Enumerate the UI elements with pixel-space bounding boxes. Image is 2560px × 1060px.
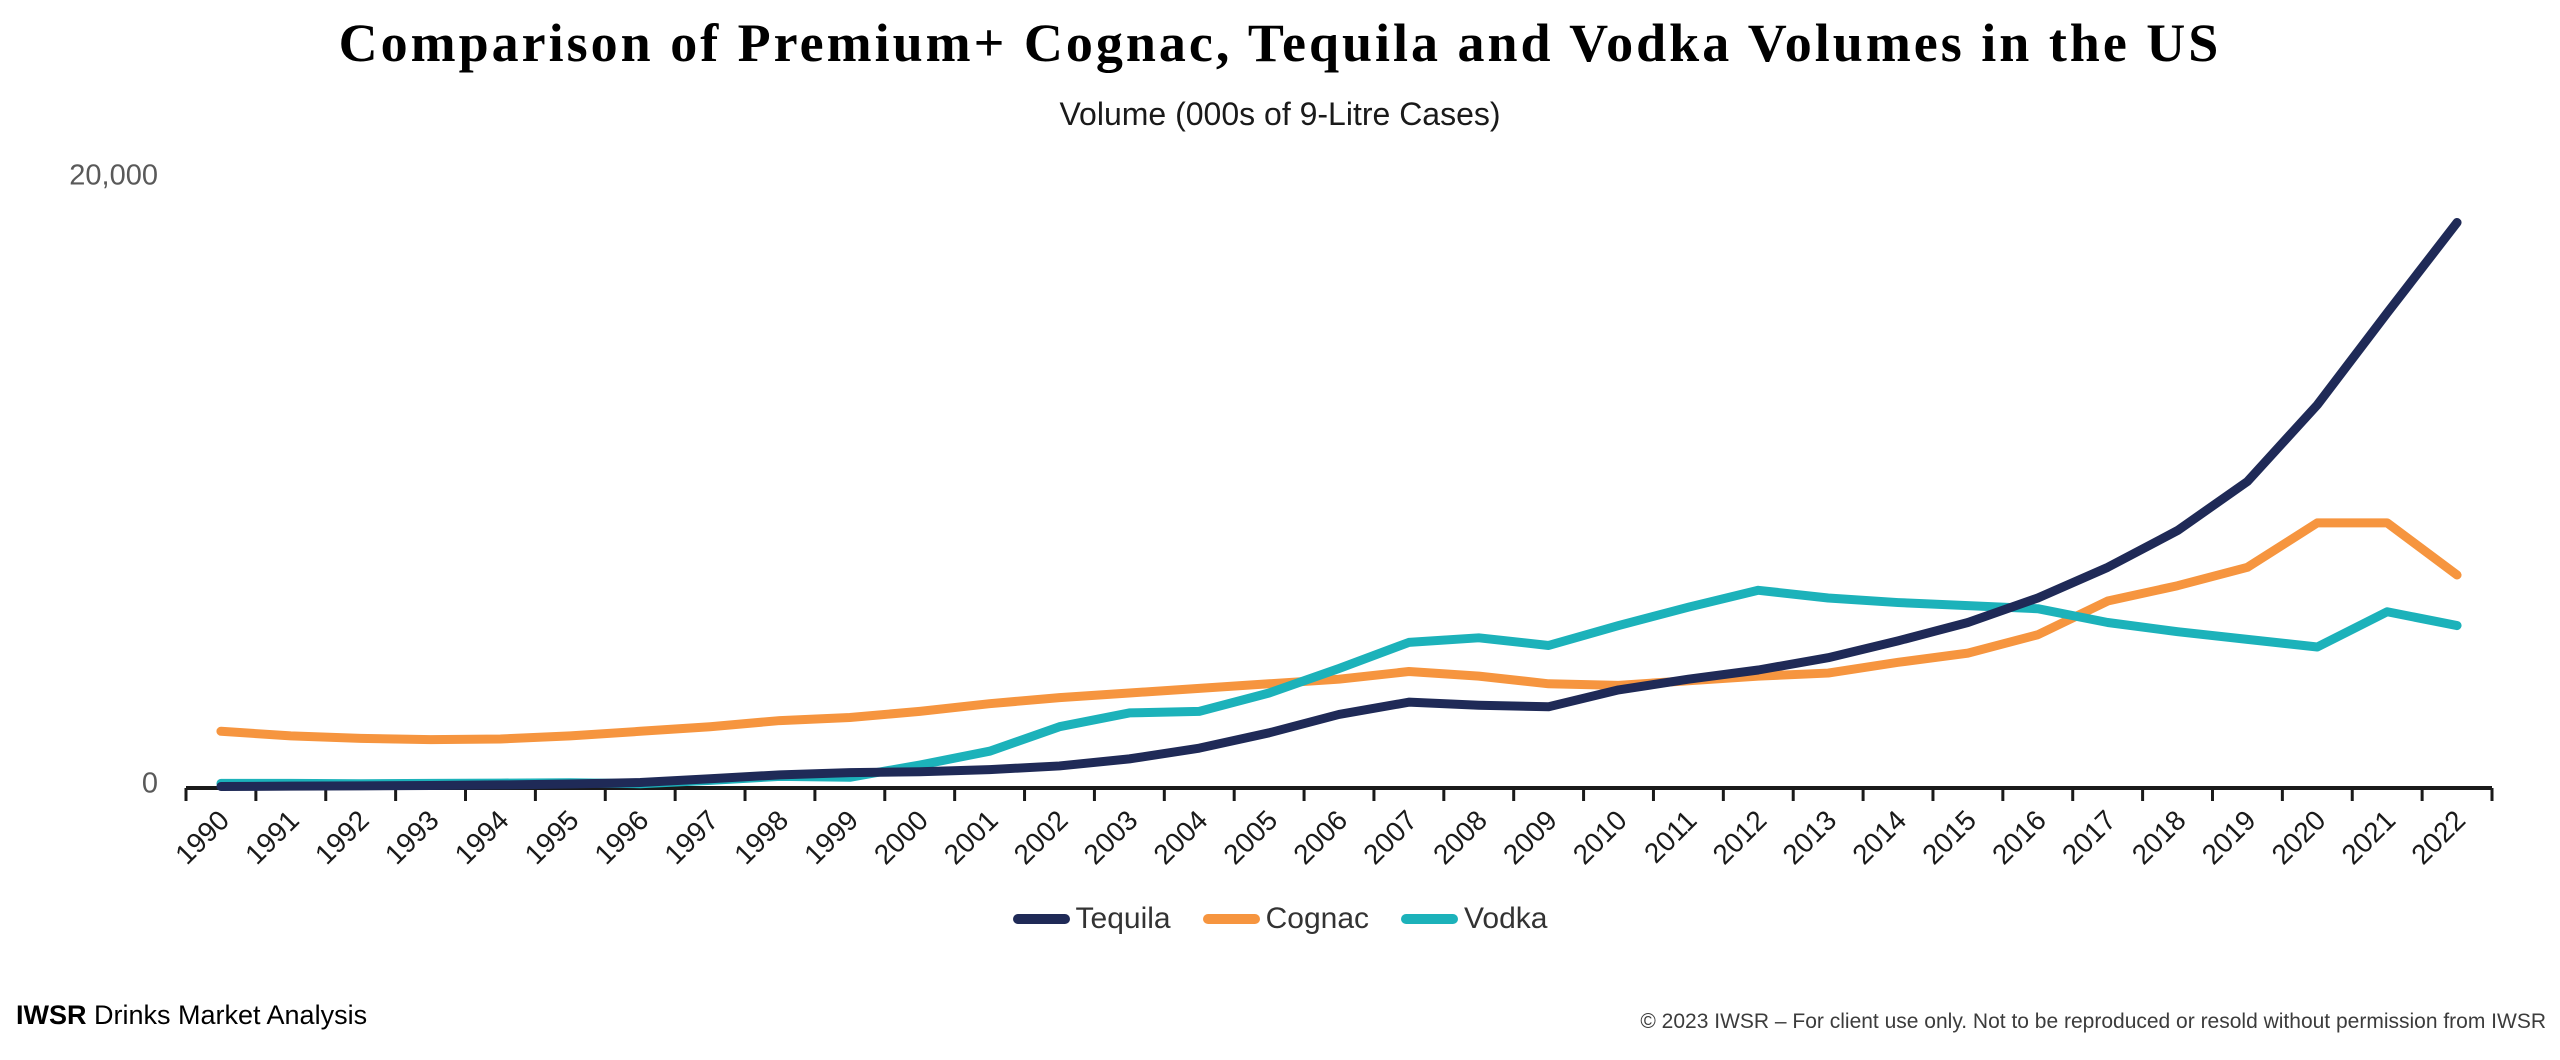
x-tick-label-2012: 2012 bbox=[1707, 804, 1773, 870]
y-axis-label-zero: 0 bbox=[142, 768, 158, 800]
legend-item-vodka: Vodka bbox=[1401, 902, 1547, 936]
x-tick-label-2009: 2009 bbox=[1497, 804, 1563, 870]
x-tick-label-1992: 1992 bbox=[309, 804, 375, 870]
x-tick-label-2002: 2002 bbox=[1008, 804, 1074, 870]
x-tick-label-2000: 2000 bbox=[868, 804, 934, 870]
x-tick-label-1993: 1993 bbox=[379, 804, 445, 870]
x-tick-label-2017: 2017 bbox=[2056, 804, 2122, 870]
x-tick-label-2022: 2022 bbox=[2405, 804, 2471, 870]
legend: Tequila Cognac Vodka bbox=[0, 902, 2560, 936]
brand-attribution: IWSR Drinks Market Analysis bbox=[16, 1000, 367, 1031]
x-tick-label-2020: 2020 bbox=[2266, 804, 2332, 870]
legend-label-vodka: Vodka bbox=[1464, 902, 1548, 935]
x-tick-label-1997: 1997 bbox=[658, 804, 724, 870]
x-tick-label-1996: 1996 bbox=[588, 804, 654, 870]
x-tick-label-2013: 2013 bbox=[1776, 804, 1842, 870]
cognac-swatch-icon bbox=[1202, 914, 1260, 924]
vodka-swatch-icon bbox=[1401, 914, 1459, 924]
x-tick-label-2004: 2004 bbox=[1148, 804, 1214, 870]
legend-label-cognac: Cognac bbox=[1265, 902, 1370, 935]
x-tick-label-2016: 2016 bbox=[1986, 804, 2052, 870]
x-tick-label-2015: 2015 bbox=[1916, 804, 1982, 870]
x-tick-label-2005: 2005 bbox=[1217, 804, 1283, 870]
x-tick-label-1994: 1994 bbox=[449, 804, 515, 870]
tequila-swatch-icon bbox=[1012, 914, 1070, 924]
x-tick-label-2021: 2021 bbox=[2335, 804, 2401, 870]
copyright-notice: © 2023 IWSR – For client use only. Not t… bbox=[1640, 1010, 2546, 1033]
x-tick-label-2014: 2014 bbox=[1846, 804, 1912, 870]
x-tick-label-1999: 1999 bbox=[798, 804, 864, 870]
y-axis-label-max: 20,000 bbox=[69, 160, 158, 192]
x-tick-label-2018: 2018 bbox=[2126, 804, 2192, 870]
x-tick-label-2019: 2019 bbox=[2196, 804, 2262, 870]
x-tick-label-2008: 2008 bbox=[1427, 804, 1493, 870]
brand-name: IWSR bbox=[16, 1000, 87, 1030]
brand-tagline: Drinks Market Analysis bbox=[86, 1000, 368, 1030]
x-tick-label-2007: 2007 bbox=[1357, 804, 1423, 870]
tequila-line bbox=[216, 218, 2462, 791]
x-tick-label-1990: 1990 bbox=[169, 804, 235, 870]
chart-subtitle: Volume (000s of 9-Litre Cases) bbox=[1059, 96, 1501, 132]
legend-label-tequila: Tequila bbox=[1075, 902, 1171, 935]
chart-title: Comparison of Premium+ Cognac, Tequila a… bbox=[338, 13, 2222, 73]
x-tick-label-1995: 1995 bbox=[519, 804, 585, 870]
x-tick-label-2001: 2001 bbox=[938, 804, 1004, 870]
x-tick-label-2010: 2010 bbox=[1567, 804, 1633, 870]
x-tick-label-1998: 1998 bbox=[728, 804, 794, 870]
legend-item-cognac: Cognac bbox=[1202, 902, 1370, 936]
legend-item-tequila: Tequila bbox=[1012, 902, 1171, 936]
vodka-line bbox=[216, 585, 2462, 789]
cognac-line bbox=[216, 518, 2462, 745]
x-tick-label-2011: 2011 bbox=[1638, 804, 1703, 869]
x-tick-label-2006: 2006 bbox=[1287, 804, 1353, 870]
x-tick-label-1991: 1991 bbox=[239, 804, 305, 870]
x-tick-label-2003: 2003 bbox=[1078, 804, 1144, 870]
